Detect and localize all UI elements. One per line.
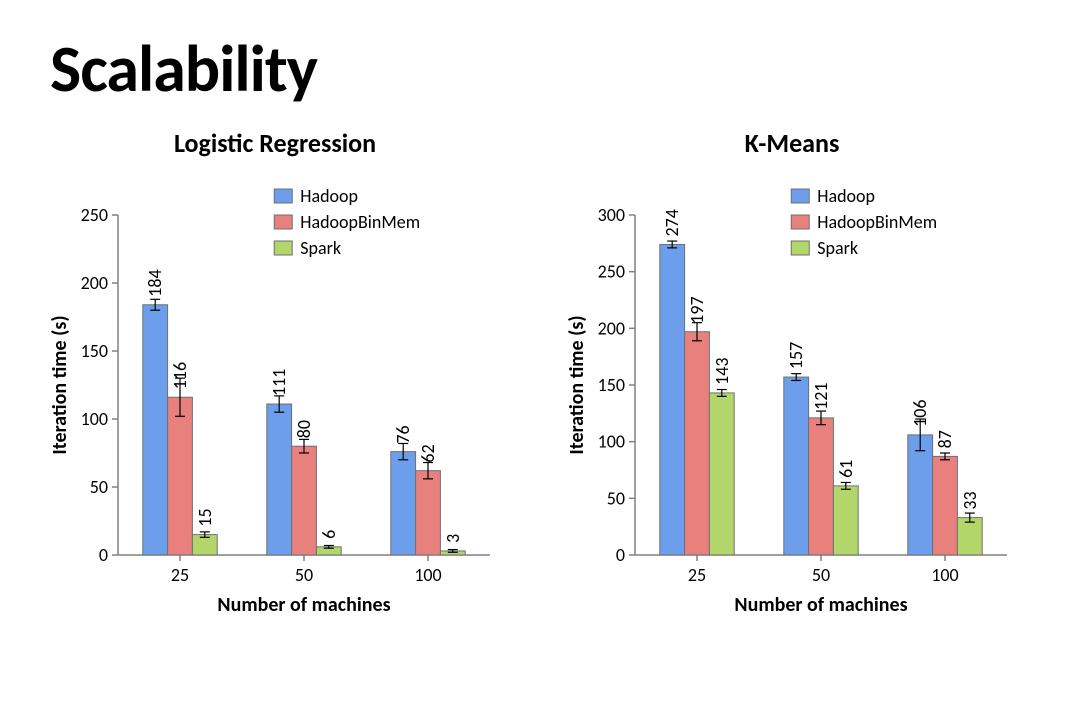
bar-value-label: 3 [442, 534, 464, 543]
bar-value-label: 116 [169, 362, 191, 389]
ytick-label: 100 [81, 408, 108, 430]
ytick-label: 0 [616, 544, 625, 566]
bar-value-label: 197 [686, 296, 708, 323]
bar-hadoop_binmem [685, 332, 710, 555]
chart-svg-kmeans: 0 50 100 150 200 250 300 Iteration time (s) 25 27… [557, 165, 1027, 635]
bar-hadoop [391, 452, 416, 555]
legend-swatch-hadoop_binmem [274, 215, 292, 229]
xtick-label: 25 [171, 564, 189, 586]
legend-label-hadoop_binmem: HadoopBinMem [300, 211, 420, 233]
ytick-label: 200 [598, 317, 625, 339]
y-axis-label: Iteration time (s) [565, 315, 589, 454]
legend-swatch-hadoop [791, 189, 809, 203]
ytick-label: 300 [598, 204, 625, 226]
bar-hadoop_binmem [292, 446, 317, 555]
bar-hadoop [784, 377, 809, 555]
ytick-label: 50 [90, 476, 108, 498]
ytick-label: 0 [99, 544, 108, 566]
xtick-label: 100 [931, 564, 958, 586]
bar-value-label: 106 [909, 399, 931, 426]
bar-value-label: 61 [835, 460, 857, 478]
bar-hadoop_binmem [809, 418, 834, 555]
chart-svg-logreg: 0 50 100 150 200 250 Iteration time (s) 25 184 11… [40, 165, 510, 635]
y-axis-label: Iteration time (s) [48, 315, 72, 454]
bar-value-label: 62 [417, 444, 439, 462]
bar-value-label: 6 [318, 530, 340, 539]
bar-hadoop_binmem [416, 471, 441, 555]
legend-swatch-spark [274, 241, 292, 255]
chart-logreg: Logistic Regression 0 50 100 150 200 250 Itera… [40, 127, 510, 635]
legend-label-hadoop: Hadoop [300, 185, 358, 207]
charts-row: Logistic Regression 050100150200250Itera… [40, 127, 1027, 635]
bar-value-label: 184 [144, 269, 166, 296]
ytick-label: 150 [598, 374, 625, 396]
legend: Hadoop HadoopBinMem Spark [274, 185, 420, 259]
chart-kmeans: K-Means 0 50 100 150 200 250 300 Iteration time… [557, 127, 1027, 635]
bar-spark [709, 393, 734, 555]
xtick-label: 50 [295, 564, 313, 586]
bar-value-label: 121 [810, 382, 832, 409]
legend-label-spark: Spark [817, 237, 858, 259]
bar-value-label: 274 [661, 209, 683, 236]
chart-subtitle-kmeans: K-Means [745, 127, 840, 159]
bar-value-label: 157 [785, 342, 807, 369]
bar-value-label: 111 [268, 369, 290, 396]
ytick-label: 250 [598, 261, 625, 283]
legend-swatch-spark [791, 241, 809, 255]
chart-subtitle-logreg: Logistic Regression [174, 127, 376, 159]
bar-hadoop [908, 435, 933, 555]
xtick-label: 100 [414, 564, 441, 586]
legend-swatch-hadoop_binmem [791, 215, 809, 229]
legend-label-hadoop: Hadoop [817, 185, 875, 207]
legend: Hadoop HadoopBinMem Spark [791, 185, 937, 259]
bar-value-label: 76 [392, 425, 414, 443]
legend-label-hadoop_binmem: HadoopBinMem [817, 211, 937, 233]
ytick-label: 250 [81, 204, 108, 226]
ytick-label: 100 [598, 431, 625, 453]
bar-hadoop [267, 404, 292, 555]
xtick-label: 25 [688, 564, 706, 586]
bar-hadoop [143, 305, 168, 555]
xtick-label: 50 [812, 564, 830, 586]
bar-hadoop_binmem [933, 456, 958, 555]
bar-value-label: 87 [934, 430, 956, 448]
legend-swatch-hadoop [274, 189, 292, 203]
legend-label-spark: Spark [300, 237, 341, 259]
ytick-label: 50 [607, 487, 625, 509]
bar-value-label: 80 [293, 420, 315, 438]
x-axis-label: Number of machines [217, 593, 390, 617]
bar-hadoop [660, 244, 685, 555]
bar-spark [957, 518, 982, 555]
bar-value-label: 33 [959, 491, 981, 509]
x-axis-label: Number of machines [734, 593, 907, 617]
bar-value-label: 15 [194, 508, 216, 526]
bar-hadoop_binmem [168, 397, 193, 555]
ytick-label: 200 [81, 272, 108, 294]
page-title: Scalability [50, 28, 1027, 109]
bar-value-label: 143 [711, 358, 733, 385]
slide: Scalability Logistic Regression 0 50 100 15… [0, 0, 1067, 722]
bar-spark [833, 486, 858, 555]
ytick-label: 150 [81, 340, 108, 362]
